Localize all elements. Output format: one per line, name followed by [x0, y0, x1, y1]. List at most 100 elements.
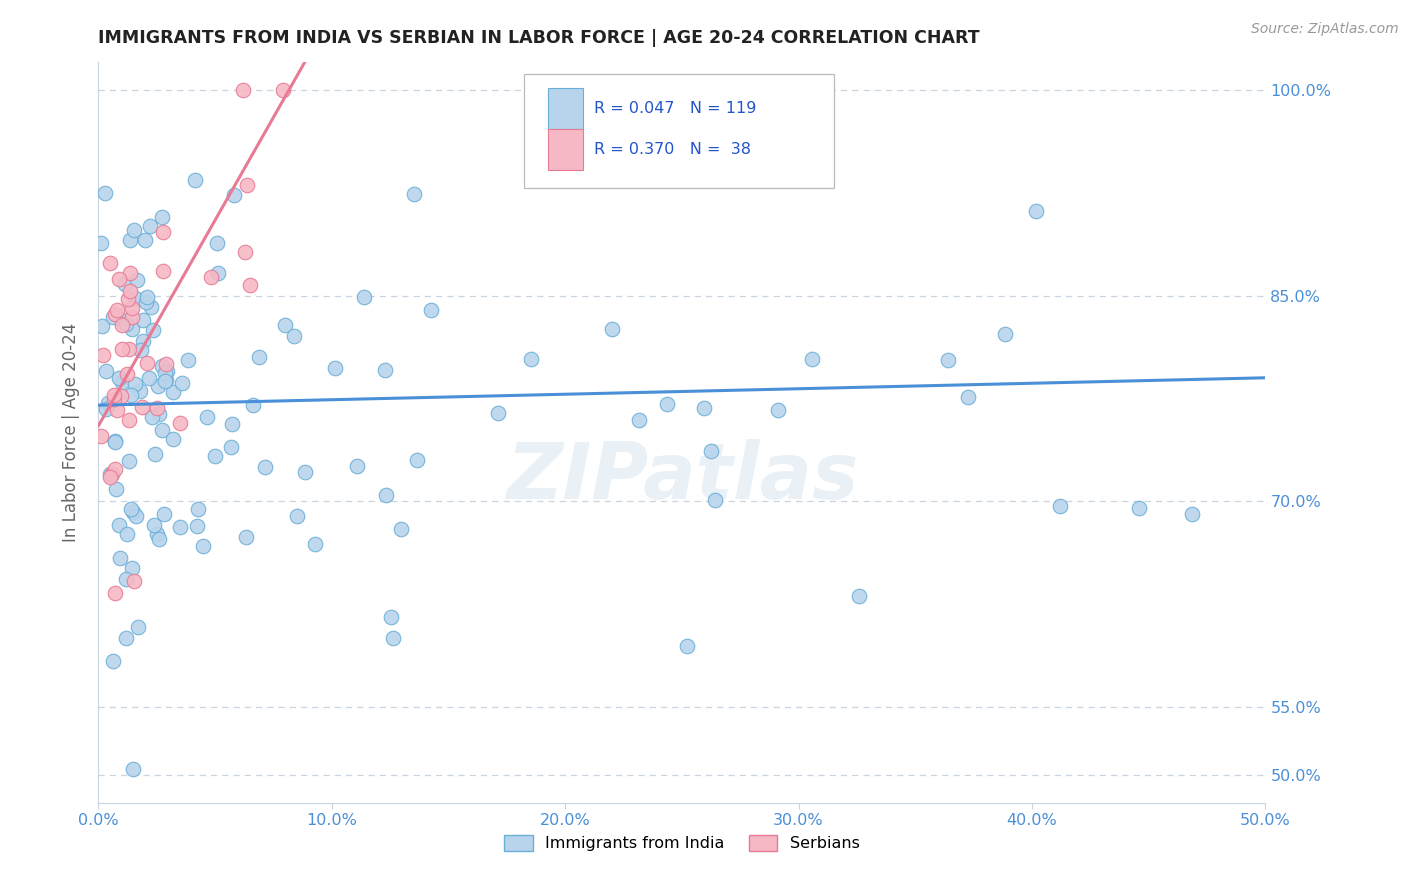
Point [177, 352, 200, 367]
Text: R = 0.370   N =  38: R = 0.370 N = 38 [595, 142, 751, 157]
Point [98, 469, 121, 483]
Point [94, 401, 117, 416]
Point [103, 387, 125, 401]
Point [142, 518, 165, 533]
Point [191, 539, 214, 553]
Point [374, 362, 396, 376]
Point [162, 433, 184, 447]
Point [135, 295, 157, 310]
Point [239, 277, 262, 292]
Point [375, 488, 398, 502]
Point [121, 301, 143, 315]
Text: R = 0.047   N = 119: R = 0.047 N = 119 [595, 101, 756, 116]
Point [108, 517, 131, 532]
Point [90, 235, 112, 250]
Point [104, 435, 127, 450]
Point [122, 223, 145, 237]
Point [204, 450, 226, 464]
Point [235, 178, 257, 192]
Point [766, 403, 789, 417]
Point [117, 292, 139, 306]
Point [655, 397, 678, 411]
Y-axis label: In Labor Force | Age 20-24: In Labor Force | Age 20-24 [62, 323, 80, 542]
Point [402, 187, 425, 202]
Point [520, 351, 543, 366]
Point [118, 413, 141, 427]
Point [543, 162, 565, 177]
Point [90, 429, 112, 443]
Point [105, 482, 128, 496]
Point [294, 465, 316, 479]
Point [124, 376, 146, 391]
Point [169, 519, 191, 533]
Point [120, 388, 142, 402]
Point [155, 373, 177, 387]
Point [135, 290, 157, 304]
Point [693, 401, 716, 415]
Point [125, 509, 148, 524]
Point [121, 310, 143, 324]
Point [94, 186, 117, 200]
Text: Source: ZipAtlas.com: Source: ZipAtlas.com [1251, 22, 1399, 37]
Point [353, 290, 375, 304]
Point [994, 326, 1017, 341]
Point [304, 536, 326, 550]
Point [287, 508, 309, 523]
Point [172, 376, 194, 390]
Point [242, 398, 264, 412]
Point [121, 322, 143, 336]
Point [122, 505, 145, 519]
Point [146, 526, 169, 541]
Point [128, 384, 150, 398]
Point [207, 266, 229, 280]
Point [1128, 501, 1150, 516]
Text: ZIPatlas: ZIPatlas [506, 439, 858, 515]
Point [91, 319, 114, 334]
Point [118, 454, 141, 468]
Point [111, 318, 134, 333]
Point [273, 318, 295, 333]
Point [138, 219, 160, 233]
Point [139, 300, 162, 314]
Point [122, 574, 145, 588]
Point [221, 417, 243, 431]
Point [219, 440, 242, 454]
Point [120, 233, 142, 247]
Point [127, 273, 149, 287]
Point [150, 423, 173, 437]
Point [1180, 508, 1202, 522]
Point [118, 343, 141, 357]
Point [155, 357, 177, 371]
Point [134, 233, 156, 247]
Point [146, 401, 169, 416]
Point [148, 532, 170, 546]
Point [105, 403, 128, 417]
Point [91, 348, 114, 362]
Point [142, 323, 165, 337]
Point [146, 379, 169, 393]
Point [381, 631, 404, 645]
Legend: Immigrants from India, Serbians: Immigrants from India, Serbians [498, 829, 866, 858]
Point [103, 585, 125, 599]
Point [323, 361, 346, 376]
Point [253, 460, 276, 475]
Point [115, 367, 138, 381]
Point [103, 392, 125, 407]
Point [380, 610, 402, 624]
Point [108, 311, 131, 326]
Point [127, 620, 149, 634]
Point [104, 434, 127, 448]
FancyBboxPatch shape [524, 73, 834, 188]
Point [103, 310, 125, 324]
Point [110, 389, 132, 403]
Point [704, 493, 727, 508]
Point [153, 374, 176, 388]
Point [132, 313, 155, 327]
Point [152, 264, 174, 278]
Point [148, 407, 170, 421]
Point [100, 467, 122, 481]
Point [131, 343, 153, 358]
Point [111, 343, 134, 357]
Point [195, 410, 218, 425]
Point [108, 271, 131, 285]
